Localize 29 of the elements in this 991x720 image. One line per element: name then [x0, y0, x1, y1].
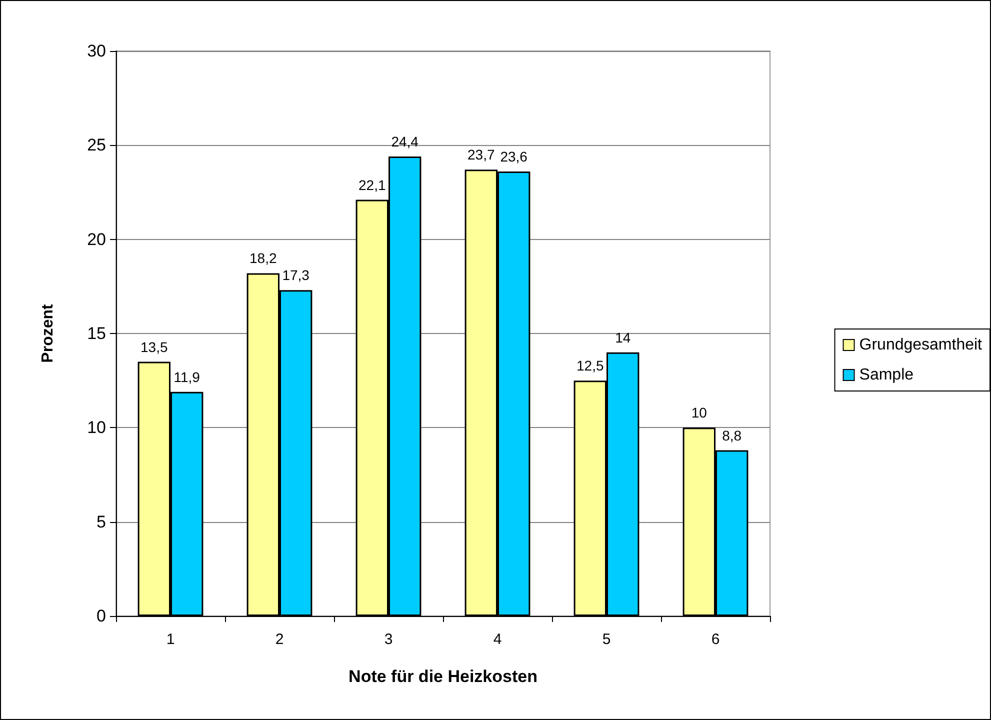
data-label: 17,3	[282, 267, 310, 284]
data-label: 10	[691, 404, 708, 421]
data-label: 18,2	[250, 250, 277, 266]
x-tick-label: 3	[384, 631, 393, 648]
data-label: 22,1	[358, 176, 386, 193]
legend-label: Grundgesamtheit	[859, 336, 983, 354]
y-tick-label: 20	[87, 230, 106, 249]
y-tick-label: 0	[96, 606, 106, 626]
data-label: 8,8	[722, 427, 742, 444]
y-tick-label: 30	[87, 42, 106, 60]
y-tick-label: 25	[87, 136, 106, 155]
x-tick-label: 2	[275, 631, 284, 648]
y-axis-title: Prozent	[40, 303, 56, 363]
x-tick-label: 4	[493, 631, 502, 648]
data-label: 14	[615, 329, 631, 346]
data-label: 12,5	[576, 358, 604, 374]
data-label: 13,5	[140, 338, 168, 355]
y-tick-label: 10	[87, 418, 106, 438]
y-tick-label: 5	[96, 512, 106, 532]
data-label: 23,7	[468, 146, 495, 163]
x-tick-label: 5	[602, 631, 611, 648]
x-axis-title: Note für die Heizkosten	[348, 667, 538, 686]
y-tick-label: 15	[87, 324, 106, 343]
legend-label: Sample	[859, 366, 914, 384]
data-label: 23,6	[500, 148, 528, 165]
data-label: 11,9	[174, 368, 200, 385]
x-tick-label: 1	[166, 631, 175, 648]
x-tick-label: 6	[711, 631, 720, 648]
data-label: 24,4	[391, 133, 419, 150]
